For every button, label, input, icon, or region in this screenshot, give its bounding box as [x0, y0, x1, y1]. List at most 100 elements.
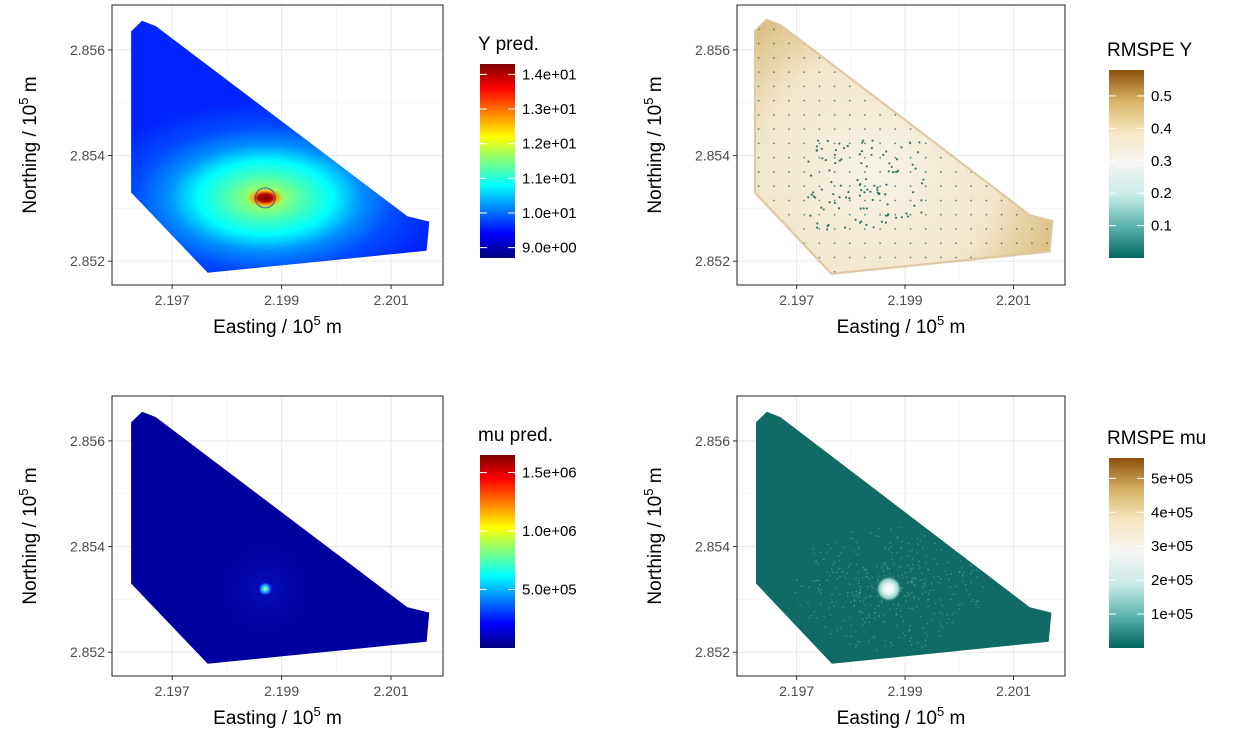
speckle: [907, 580, 909, 583]
sample-point: [865, 223, 868, 226]
speckle: [890, 551, 893, 554]
sample-point: [833, 113, 836, 116]
sample-point: [840, 158, 843, 161]
speckle: [868, 640, 870, 643]
speckle: [872, 636, 875, 638]
speckle: [878, 575, 880, 577]
speckle: [849, 643, 852, 645]
speckle: [918, 598, 920, 600]
x-tick-label: 2.199: [264, 292, 299, 308]
sample-point: [848, 128, 851, 131]
sample-point: [905, 212, 908, 215]
sample-point: [1000, 213, 1003, 216]
speckle: [906, 582, 909, 585]
speckle: [921, 572, 923, 574]
speckle: [841, 606, 844, 609]
sample-point: [803, 171, 806, 173]
sample-point: [879, 228, 882, 230]
sample-point: [818, 228, 821, 230]
sample-point: [939, 213, 942, 216]
speckle: [910, 637, 913, 639]
sample-point: [803, 113, 806, 116]
speckle: [865, 617, 868, 620]
speckle: [877, 535, 880, 537]
legend-colorbar: [1109, 70, 1144, 258]
sample-point: [871, 198, 874, 201]
sample-point: [772, 199, 775, 202]
sample-point: [879, 128, 882, 131]
sample-point: [818, 199, 821, 202]
legend-label: 0.4: [1151, 120, 1172, 137]
sample-point: [924, 171, 927, 173]
speckle: [976, 600, 979, 602]
sample-point: [803, 213, 806, 216]
sample-point: [909, 256, 912, 259]
speckle: [864, 575, 867, 578]
legend-label: 1.5e+06: [522, 465, 577, 482]
sample-point: [826, 228, 829, 231]
sample-point: [788, 42, 790, 45]
sample-point: [854, 218, 857, 221]
speckle: [876, 581, 878, 583]
speckle: [908, 630, 910, 632]
speckle: [874, 607, 876, 610]
speckle: [940, 549, 943, 551]
speckle: [922, 586, 924, 588]
speckle: [857, 640, 859, 643]
speckle: [911, 563, 914, 566]
speckle: [813, 611, 815, 613]
speckle: [873, 612, 875, 614]
speckle: [901, 632, 904, 635]
speckle: [906, 564, 909, 567]
sample-point: [1000, 199, 1003, 202]
speckle: [924, 578, 927, 580]
speckle: [927, 605, 929, 608]
speckle: [888, 608, 891, 610]
x-axis-title: Easting / 105 m: [837, 313, 966, 338]
speckle: [960, 567, 963, 569]
sample-point: [1046, 228, 1049, 230]
legend-label: 0.3: [1151, 153, 1172, 170]
sample-point: [860, 188, 863, 192]
speckle: [924, 562, 927, 564]
speckle: [896, 537, 898, 540]
speckle: [808, 586, 810, 588]
sample-point: [772, 142, 775, 145]
sample-point: [803, 56, 806, 59]
sample-point: [859, 207, 862, 210]
speckle: [916, 552, 918, 555]
peak-ring: [254, 187, 276, 209]
speckle: [918, 560, 920, 562]
sample-point: [848, 228, 851, 230]
prediction-surface: [131, 20, 430, 273]
sample-point: [833, 256, 836, 259]
sample-point: [861, 141, 864, 144]
sample-point: [866, 188, 869, 191]
speckle: [886, 566, 889, 568]
speckle: [840, 627, 842, 630]
legend: RMSPE mu 5e+05 4e+05 3e+05 2e+05 1e+05: [1107, 428, 1206, 648]
sample-point: [879, 199, 882, 202]
sample-point: [970, 199, 973, 202]
sample-point: [890, 165, 893, 168]
legend: Y pred. 1.4e+01 1.3e+01 1.2e+01 1.1e+01 1.0e+…: [478, 34, 577, 258]
sample-point: [848, 196, 851, 200]
sample-point: [873, 184, 876, 187]
sample-point: [906, 215, 910, 218]
sample-point: [788, 85, 790, 88]
sample-point: [818, 185, 821, 188]
speckle: [897, 575, 900, 577]
speckle: [944, 570, 946, 572]
speckle: [924, 582, 926, 584]
sample-point: [832, 193, 835, 196]
sample-point: [788, 128, 790, 131]
speckle: [951, 621, 954, 624]
sample-point: [864, 185, 866, 188]
sample-point: [924, 256, 927, 259]
legend-label: 2e+05: [1151, 572, 1193, 589]
sample-point: [803, 228, 806, 230]
sample-point: [828, 169, 831, 172]
speckle: [876, 565, 878, 568]
sample-point: [818, 128, 821, 131]
speckle: [924, 584, 927, 587]
